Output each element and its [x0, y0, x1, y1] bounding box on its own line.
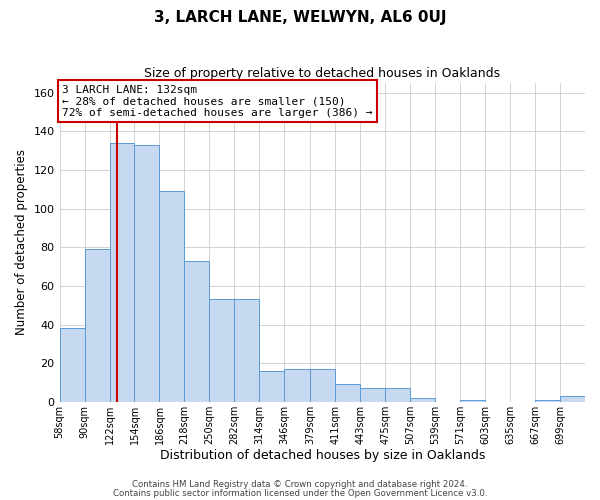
Title: Size of property relative to detached houses in Oaklands: Size of property relative to detached ho… — [144, 68, 500, 80]
Bar — [160, 191, 184, 402]
Bar — [560, 396, 585, 402]
Y-axis label: Number of detached properties: Number of detached properties — [15, 150, 28, 336]
Bar — [134, 145, 160, 402]
Bar — [460, 400, 485, 402]
Bar — [259, 371, 284, 402]
Bar — [110, 143, 134, 402]
Bar — [59, 328, 85, 402]
Bar — [184, 261, 209, 402]
Bar — [209, 300, 235, 402]
Bar — [385, 388, 410, 402]
Text: 3 LARCH LANE: 132sqm
← 28% of detached houses are smaller (150)
72% of semi-deta: 3 LARCH LANE: 132sqm ← 28% of detached h… — [62, 84, 373, 118]
Bar — [360, 388, 385, 402]
Bar — [335, 384, 360, 402]
Bar — [284, 369, 310, 402]
Bar — [85, 249, 110, 402]
Bar — [410, 398, 435, 402]
Bar — [535, 400, 560, 402]
Text: Contains public sector information licensed under the Open Government Licence v3: Contains public sector information licen… — [113, 488, 487, 498]
Bar — [310, 369, 335, 402]
Text: 3, LARCH LANE, WELWYN, AL6 0UJ: 3, LARCH LANE, WELWYN, AL6 0UJ — [154, 10, 446, 25]
Bar — [235, 300, 259, 402]
X-axis label: Distribution of detached houses by size in Oaklands: Distribution of detached houses by size … — [160, 450, 485, 462]
Text: Contains HM Land Registry data © Crown copyright and database right 2024.: Contains HM Land Registry data © Crown c… — [132, 480, 468, 489]
